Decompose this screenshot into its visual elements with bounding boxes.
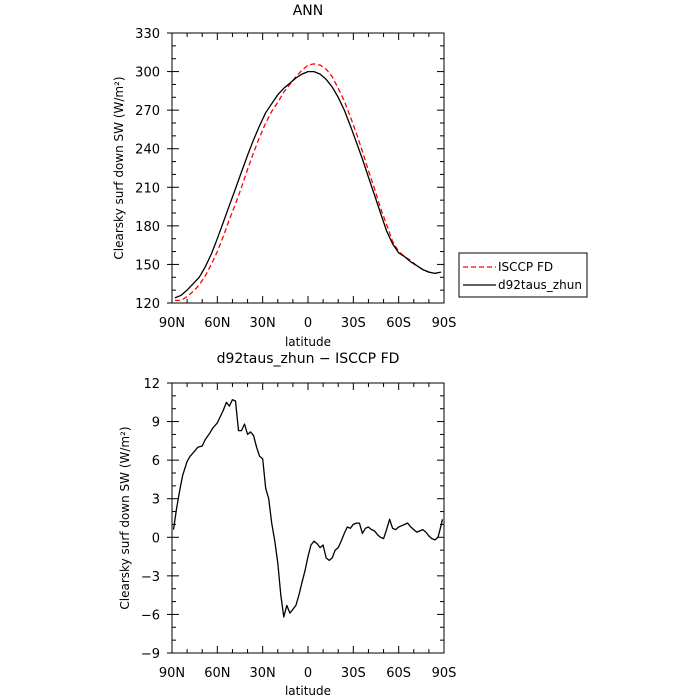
series-line-1 [174, 70, 442, 299]
bottom-data-lines [172, 399, 444, 618]
top-data-lines [174, 63, 442, 302]
x-tick-label: 30N [250, 666, 276, 681]
x-tick-label: 30S [341, 666, 366, 681]
legend-box [458, 252, 588, 298]
top-chart-title: ANN [293, 3, 324, 19]
x-tick-label: 60N [204, 666, 230, 681]
top-axis-ticks [167, 32, 445, 304]
x-tick-label: 0 [304, 666, 312, 681]
y-tick-label: 6 [152, 454, 160, 469]
x-tick-label: 90N [159, 666, 185, 681]
bottom-chart-title: d92taus_zhun − ISCCP FD [217, 351, 400, 367]
y-tick-label: 270 [135, 104, 160, 119]
y-tick-label: 240 [135, 143, 160, 158]
bottom-axis-ticks [167, 382, 445, 654]
series-line-0 [172, 399, 444, 618]
x-tick-label: 90S [432, 316, 457, 331]
x-tick-label: 60S [386, 666, 411, 681]
top-y-tick-labels: 120 150 180 210 240 270 300 330 [135, 27, 160, 312]
bottom-chart-panel: d92taus_zhun − ISCCP FD −9 −6 −3 0 3 6 9 12 90N… [118, 351, 456, 698]
y-tick-label: 210 [135, 181, 160, 196]
top-y-axis-label: Clearsky surf down SW (W/m²) [112, 76, 126, 259]
y-tick-label: 330 [135, 27, 160, 42]
top-x-tick-labels: 90N 60N 30N 0 30S 60S 90S [159, 316, 457, 331]
bottom-y-axis-label: Clearsky surf down SW (W/m²) [118, 426, 132, 609]
legend-label-d92: d92taus_zhun [498, 278, 582, 292]
y-tick-label: 120 [135, 297, 160, 312]
x-tick-label: 60N [204, 316, 230, 331]
y-tick-label: 0 [152, 531, 160, 546]
x-tick-label: 30S [341, 316, 366, 331]
y-tick-label: 300 [135, 66, 160, 81]
x-tick-label: 60S [386, 316, 411, 331]
x-tick-label: 30N [250, 316, 276, 331]
y-tick-label: 3 [152, 493, 160, 508]
y-tick-label: −9 [141, 647, 160, 662]
top-x-axis-label: latitude [285, 335, 331, 349]
y-tick-label: 180 [135, 220, 160, 235]
y-tick-label: −3 [141, 570, 160, 585]
legend-label-isccp: ISCCP FD [498, 260, 553, 274]
series-line-0 [175, 63, 442, 302]
chart-legend: ISCCP FD d92taus_zhun [458, 252, 588, 298]
bottom-x-axis-label: latitude [285, 684, 331, 698]
x-tick-label: 90N [159, 316, 185, 331]
y-tick-label: 150 [135, 258, 160, 273]
x-tick-label: 90S [432, 666, 457, 681]
bottom-y-tick-labels: −9 −6 −3 0 3 6 9 12 [141, 377, 160, 662]
top-chart-panel: ANN 120 150 180 210 240 270 300 330 90N 60N 30N 0 3… [112, 3, 588, 349]
y-tick-label: 12 [143, 377, 160, 392]
bottom-x-tick-labels: 90N 60N 30N 0 30S 60S 90S [159, 666, 457, 681]
y-tick-label: −6 [141, 608, 160, 623]
x-tick-label: 0 [304, 316, 312, 331]
y-tick-label: 9 [152, 416, 160, 431]
